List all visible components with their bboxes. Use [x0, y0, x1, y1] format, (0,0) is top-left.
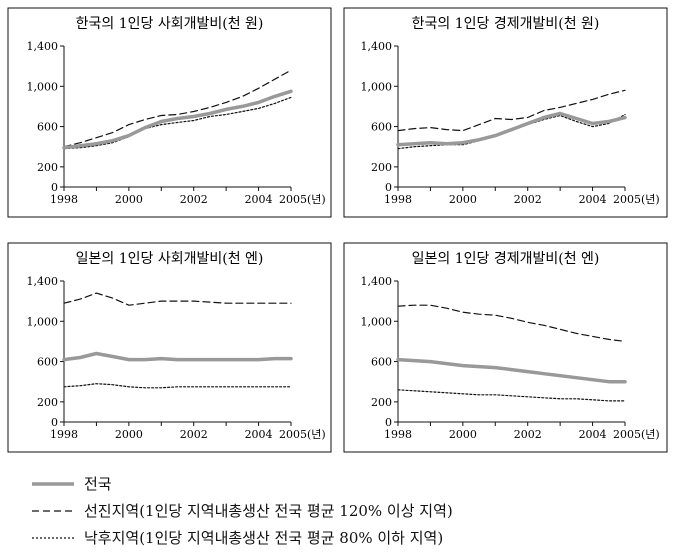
y-tick-label: 200 [371, 161, 392, 174]
y-tick-label: 1,400 [27, 40, 59, 53]
y-tick-label: 200 [37, 396, 58, 409]
x-tick-label: 1998 [50, 428, 78, 441]
y-tick-label: 1,000 [27, 315, 59, 328]
chart-title: 한국의 1인당 사회개발비(천 원) [76, 16, 264, 32]
x-tick-label: 2005(년) [279, 428, 326, 441]
panel-frame [344, 8, 667, 217]
x-tick-label: 2004 [245, 193, 273, 206]
y-tick-label: 1,400 [27, 275, 59, 288]
x-tick-label: 1998 [384, 193, 412, 206]
legend-label-national: 전국 [84, 473, 112, 494]
x-tick-label: 2002 [180, 193, 208, 206]
x-tick-label: 2002 [514, 428, 542, 441]
y-tick-label: 600 [37, 121, 58, 134]
series-line-lagging [398, 390, 625, 401]
legend-label-advanced: 선진지역(1인당 지역내총생산 전국 평균 120% 이상 지역) [84, 500, 453, 521]
legend-item-lagging: 낙후지역(1인당 지역내총생산 전국 평균 80% 이하 지역) [30, 524, 453, 551]
x-tick-label: 2005(년) [613, 428, 660, 441]
series-line-national [64, 354, 291, 360]
y-tick-label: 600 [371, 121, 392, 134]
legend-item-advanced: 선진지역(1인당 지역내총생산 전국 평균 120% 이상 지역) [30, 497, 453, 524]
x-tick-label: 2005(년) [279, 193, 326, 206]
chart-title: 일본의 1인당 사회개발비(천 엔) [76, 251, 264, 267]
y-tick-label: 600 [371, 356, 392, 369]
y-tick-label: 1,000 [27, 80, 59, 93]
series-line-advanced [398, 305, 625, 341]
y-tick-label: 1,000 [361, 315, 393, 328]
x-tick-label: 1998 [50, 193, 78, 206]
legend-label-lagging: 낙후지역(1인당 지역내총생산 전국 평균 80% 이하 지역) [84, 527, 443, 548]
y-tick-label: 200 [371, 396, 392, 409]
x-tick-label: 2000 [115, 428, 143, 441]
x-tick-label: 2004 [579, 193, 607, 206]
x-tick-label: 2002 [514, 193, 542, 206]
chart-title: 한국의 1인당 경제개발비(천 원) [412, 16, 600, 32]
y-tick-label: 200 [37, 161, 58, 174]
series-line-national [398, 360, 625, 382]
y-tick-label: 600 [37, 356, 58, 369]
series-line-lagging [64, 384, 291, 388]
x-tick-label: 2004 [245, 428, 273, 441]
series-line-lagging [64, 97, 291, 148]
x-tick-label: 2000 [115, 193, 143, 206]
legend: 전국 선진지역(1인당 지역내총생산 전국 평균 120% 이상 지역) 낙후지… [30, 470, 453, 551]
series-line-national [398, 114, 625, 145]
chart-title: 일본의 1인당 경제개발비(천 엔) [412, 251, 600, 267]
y-tick-label: 1,400 [361, 275, 393, 288]
legend-swatch-advanced [30, 506, 76, 516]
legend-item-national: 전국 [30, 470, 453, 497]
x-tick-label: 1998 [384, 428, 412, 441]
legend-swatch-lagging [30, 533, 76, 543]
x-tick-label: 2005(년) [613, 193, 660, 206]
x-tick-label: 2002 [180, 428, 208, 441]
series-line-national [64, 91, 291, 147]
y-tick-label: 1,400 [361, 40, 393, 53]
series-line-advanced [64, 293, 291, 305]
x-tick-label: 2004 [579, 428, 607, 441]
x-tick-label: 2000 [449, 193, 477, 206]
panel-frame [344, 243, 667, 452]
legend-swatch-national [30, 479, 76, 489]
y-tick-label: 1,000 [361, 80, 393, 93]
x-tick-label: 2000 [449, 428, 477, 441]
